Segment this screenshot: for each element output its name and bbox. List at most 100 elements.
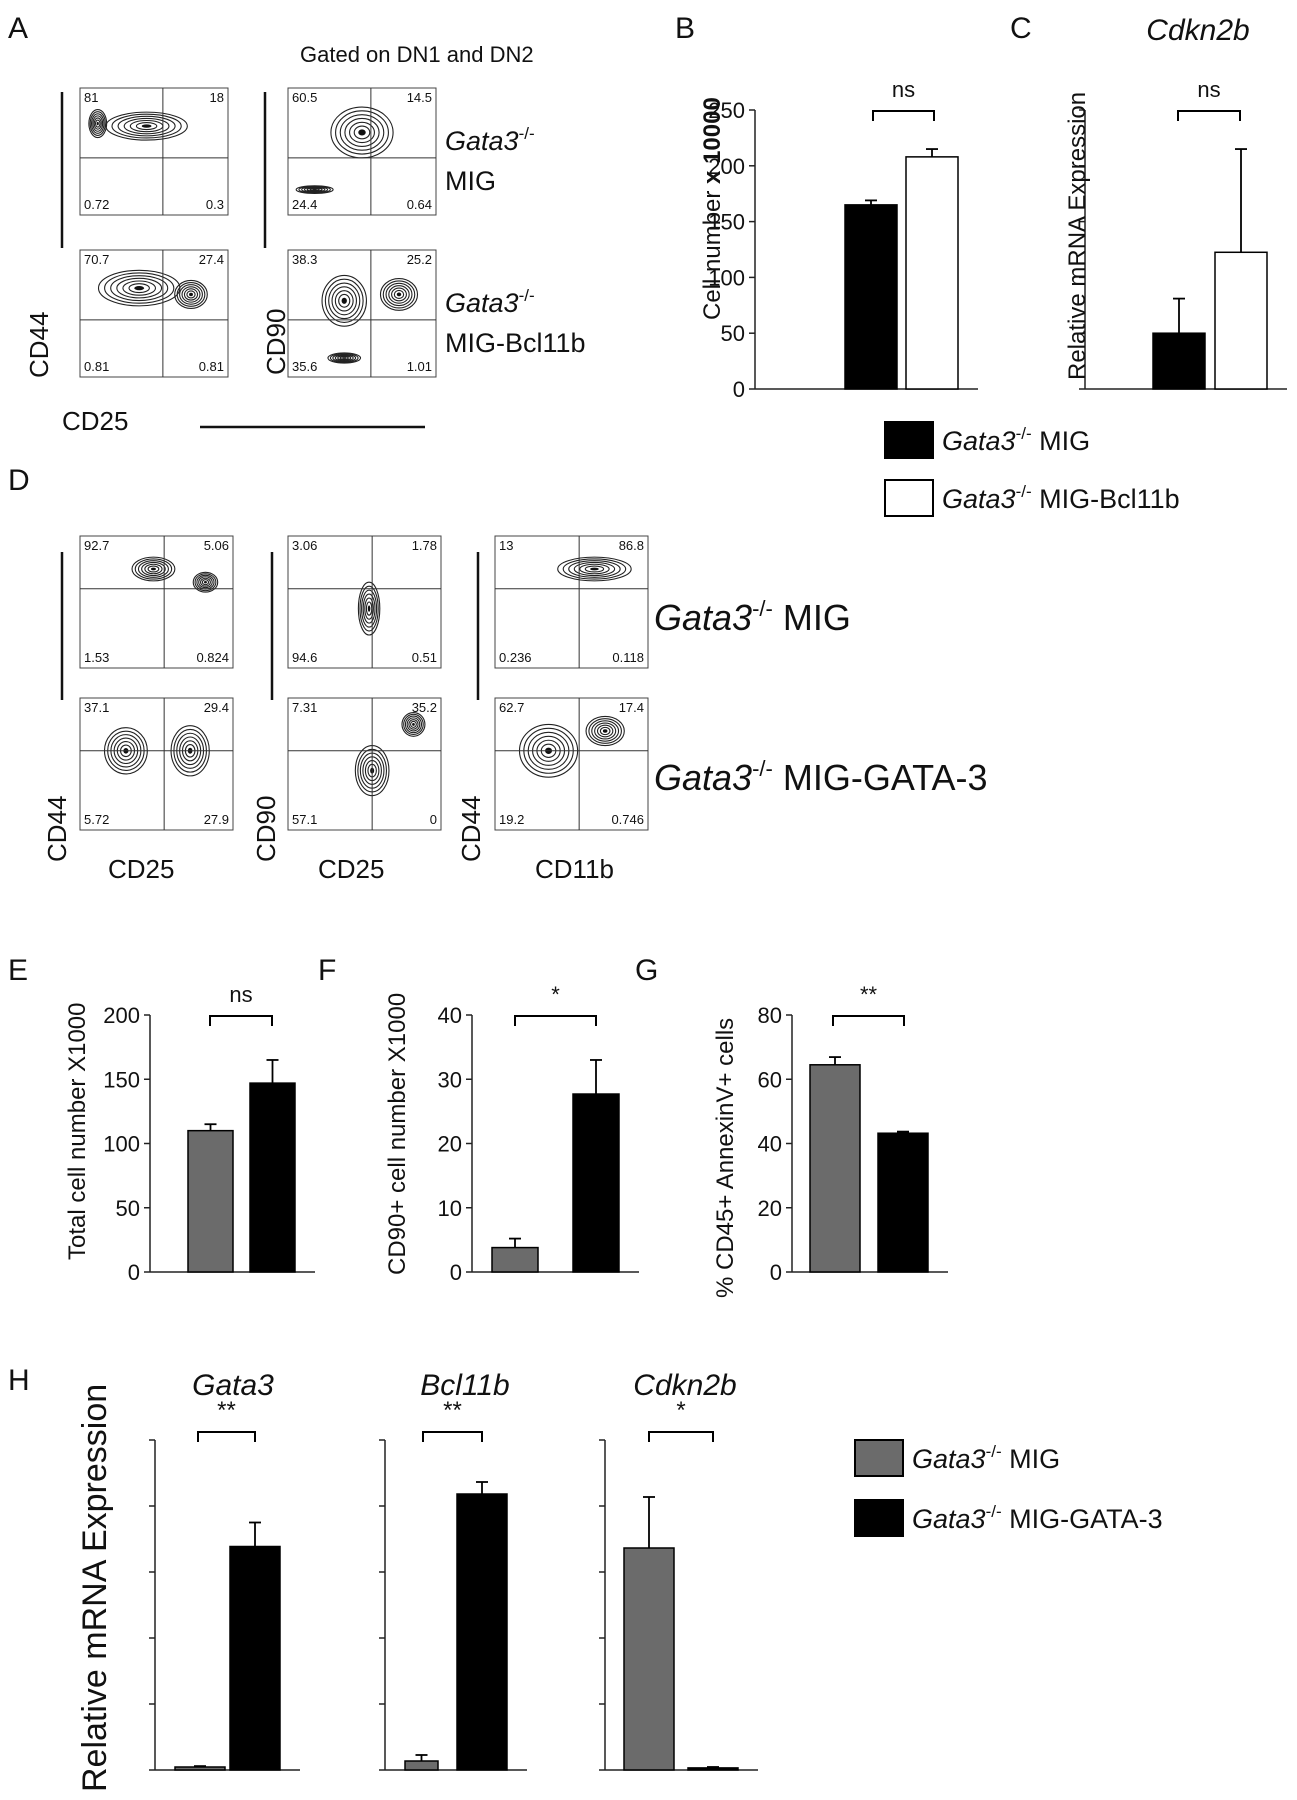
quadrant-ll: 24.4 <box>292 197 317 212</box>
quadrant-lr: 0.118 <box>612 650 644 665</box>
quadrant-ll: 19.2 <box>499 812 524 827</box>
bar <box>491 1246 539 1273</box>
contour-line <box>562 558 627 580</box>
contour-line <box>379 278 419 311</box>
contour-line <box>339 114 385 151</box>
contour-line <box>410 720 417 728</box>
d-xlabel-2: CD25 <box>318 854 384 884</box>
contour-line <box>327 352 362 364</box>
contour-line <box>573 561 616 577</box>
y-axis-label: Relative mRNA Expression <box>1064 92 1091 380</box>
d-ylabel-2: CD90 <box>251 796 281 862</box>
y-tick-label: 0 <box>450 1260 462 1285</box>
significance-bracket <box>872 110 935 121</box>
quadrant-lr: 27.9 <box>204 812 229 827</box>
d-ylabel-3: CD44 <box>456 796 486 862</box>
flow-a-mig-cd44: 81 18 0.72 0.3 <box>79 87 229 216</box>
bar <box>187 1129 234 1273</box>
contour-line <box>359 585 379 632</box>
quadrant-ll: 0.72 <box>84 197 109 212</box>
significance-label: ** <box>443 1397 462 1424</box>
contour-line <box>408 719 419 730</box>
plot-frame <box>287 249 437 378</box>
quadrant-ul: 38.3 <box>292 252 317 267</box>
significance-label: ** <box>860 982 878 1007</box>
flow-d-mig-cd90-cd25: 3.06 1.78 94.6 0.51 <box>287 535 442 669</box>
contour-line <box>335 110 389 155</box>
quadrant-ul: 13 <box>499 538 513 553</box>
row-construct-mig-bcl11b: MIG-Bcl11b <box>445 328 586 358</box>
y-tick-label: 200 <box>103 1003 140 1028</box>
contour-line <box>88 109 108 139</box>
contour-line <box>93 117 102 130</box>
contour-line <box>353 125 371 140</box>
plot-frame <box>79 697 234 831</box>
plot-frame <box>79 87 229 216</box>
contour-line <box>105 111 188 141</box>
contour-line <box>332 353 357 363</box>
contour-line <box>141 561 166 577</box>
quadrant-ll: 94.6 <box>292 650 317 665</box>
d-xlabel-1: CD25 <box>108 854 174 884</box>
contour-line <box>122 280 157 296</box>
quadrant-ur: 27.4 <box>199 252 224 267</box>
contour-line <box>137 560 169 578</box>
y-axis-label: Cell number x 10000 <box>699 97 726 320</box>
contour-line <box>198 576 213 589</box>
contour-core <box>396 292 402 297</box>
contour-line <box>174 279 208 309</box>
contour-core <box>141 124 152 128</box>
contour-line <box>324 278 364 323</box>
contour-line <box>591 720 620 742</box>
contour-line <box>349 121 375 144</box>
contour-line <box>116 277 163 299</box>
bar <box>623 1547 675 1771</box>
bar <box>809 1064 861 1273</box>
panel-letter-h: H <box>8 1364 30 1397</box>
contour-line <box>568 560 621 578</box>
significance-bracket <box>197 1431 256 1442</box>
flow-d-mig-cd44-cd11b: 13 86.8 0.236 0.118 <box>494 535 649 669</box>
plot-frame <box>79 535 234 669</box>
contour-line <box>179 284 203 305</box>
y-tick-label: 0 <box>733 377 745 402</box>
row-construct-mig: MIG <box>445 166 496 196</box>
contour-line <box>338 293 351 308</box>
contour-line <box>344 117 380 147</box>
contour-line <box>147 565 160 573</box>
quadrant-ul: 3.06 <box>292 538 317 553</box>
quadrant-ur: 86.8 <box>619 538 644 553</box>
contour-line <box>579 563 610 575</box>
bar <box>249 1082 296 1273</box>
contour-line <box>298 185 331 194</box>
quadrant-ul: 37.1 <box>84 700 109 715</box>
contour-line <box>385 282 413 307</box>
y-tick-label: 20 <box>758 1196 782 1221</box>
quadrant-ur: 14.5 <box>407 90 432 105</box>
chart-title: Cdkn2b <box>633 1369 736 1402</box>
flow-d-gata3-cd90-cd25: 7.31 35.2 57.1 0 <box>287 697 442 831</box>
contour-line <box>337 355 352 361</box>
bar <box>456 1493 508 1771</box>
panel-letter-a: A <box>8 12 28 45</box>
panel-letter-c: C <box>1010 12 1032 45</box>
bar <box>877 1132 929 1273</box>
contour-line <box>357 581 381 636</box>
bar-chart-h-bcl11b: **Bcl11b <box>379 1369 527 1771</box>
y-axis-label: % CD45+ AnnexinV+ cells <box>712 1018 739 1298</box>
panel-letter-b: B <box>675 12 695 45</box>
contour-line <box>403 713 424 736</box>
significance-label: ns <box>229 982 252 1007</box>
contour-core <box>134 285 145 291</box>
contour-core <box>412 722 415 726</box>
y-tick-label: 40 <box>758 1132 782 1157</box>
quadrant-lr: 0.64 <box>407 197 432 212</box>
y-tick-label: 50 <box>116 1196 140 1221</box>
flow-a-mig-cd90: 60.5 14.5 24.4 0.64 <box>287 87 437 216</box>
significance-bracket <box>422 1431 483 1442</box>
quadrant-ll: 0.81 <box>84 359 109 374</box>
significance-label: ns <box>892 77 915 102</box>
quadrant-lr: 0.746 <box>611 812 644 827</box>
contour-core <box>367 605 371 612</box>
